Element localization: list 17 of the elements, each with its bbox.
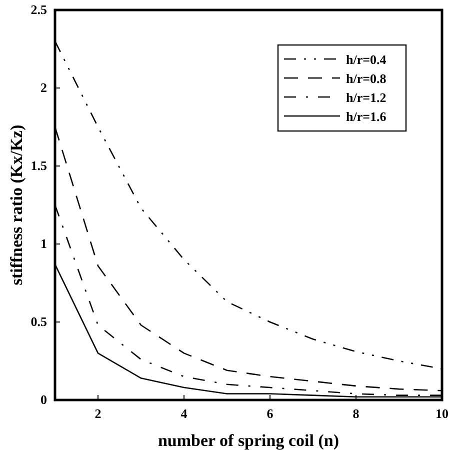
x-tick-label: 8 <box>352 406 360 421</box>
y-tick-label: 1 <box>40 236 47 251</box>
x-axis-title: number of spring coil (n) <box>158 431 340 450</box>
y-tick-label: 2.5 <box>30 2 48 17</box>
legend-label: h/r=0.8 <box>346 71 387 86</box>
y-tick-label: 2 <box>40 80 47 95</box>
x-tick-label: 2 <box>94 406 102 421</box>
y-tick-label: 0 <box>40 392 47 407</box>
x-tick-label: 10 <box>436 406 448 421</box>
y-axis-title: stiffness ratio (Kx/Kz) <box>7 124 26 286</box>
x-tick-label: 4 <box>180 406 188 421</box>
x-tick-label: 6 <box>266 406 274 421</box>
y-tick-label: 1.5 <box>30 158 48 173</box>
legend-label: h/r=1.6 <box>346 109 387 124</box>
legend-label: h/r=0.4 <box>346 52 387 67</box>
legend-label: h/r=1.2 <box>346 90 386 105</box>
y-tick-label: 0.5 <box>30 314 48 329</box>
